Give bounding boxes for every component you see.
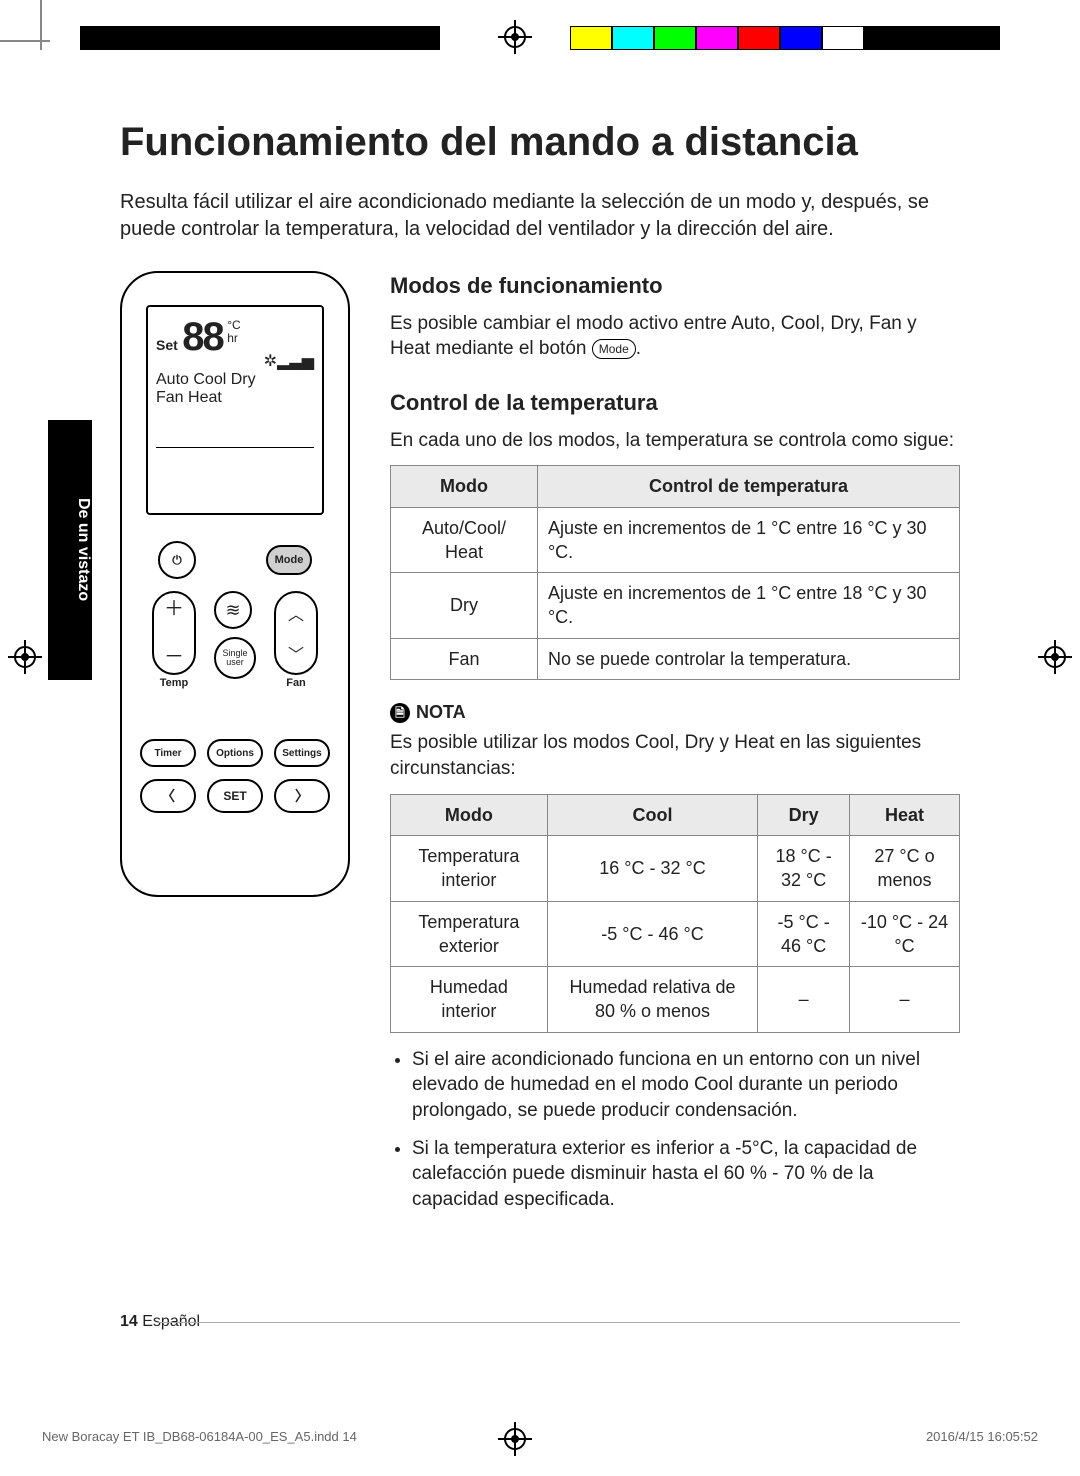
indd-filename: New Boracay ET IB_DB68-06184A-00_ES_A5.i…	[42, 1429, 357, 1444]
mode-pill-icon: Mode	[592, 339, 636, 359]
note-item: Si el aire acondicionado funciona en un …	[412, 1047, 960, 1124]
register-mark-bottom	[498, 1422, 532, 1456]
nav-left-button[interactable]: 〈	[140, 779, 196, 813]
lcd-modes-2: Fan Heat	[156, 389, 314, 407]
nota-heading: 🗎NOTA	[390, 700, 960, 724]
t1-h1: Control de temperatura	[537, 466, 959, 507]
fan-rocker[interactable]: ︿ ﹀	[274, 591, 318, 675]
remote-lcd: Set 88 °Chr ✲▂▃▅ Auto Cool Dry Fan Heat	[146, 305, 324, 515]
print-color-bar	[0, 26, 1080, 60]
page-body: Funcionamiento del mando a distancia Res…	[120, 120, 960, 1376]
lcd-digits: 88	[182, 317, 223, 357]
timer-button[interactable]: Timer	[140, 739, 196, 767]
mode-button[interactable]: Mode	[266, 545, 312, 575]
crop-line	[40, 0, 42, 50]
set-button[interactable]: SET	[207, 779, 263, 813]
lcd-set-label: Set	[156, 337, 178, 353]
note-item: Si la temperatura exterior es inferior a…	[412, 1136, 960, 1213]
remote-diagram: Set 88 °Chr ✲▂▃▅ Auto Cool Dry Fan Heat …	[120, 271, 350, 897]
crop-line	[0, 40, 50, 42]
register-mark-top	[498, 20, 532, 54]
settings-button[interactable]: Settings	[274, 739, 330, 767]
lcd-modes-1: Auto Cool Dry	[156, 371, 314, 389]
intro-paragraph: Resulta fácil utilizar el aire acondicio…	[120, 189, 960, 243]
notes-list: Si el aire acondicionado funciona en un …	[412, 1047, 960, 1213]
temp-label: Temp	[152, 677, 196, 689]
modes-text: Es posible cambiar el modo activo entre …	[390, 311, 960, 362]
nota-text: Es posible utilizar los modos Cool, Dry …	[390, 730, 960, 781]
t1-h0: Modo	[391, 466, 538, 507]
temp-rocker[interactable]: ＋ －	[152, 591, 196, 675]
nav-right-button[interactable]: 〉	[274, 779, 330, 813]
register-mark-right	[1038, 640, 1072, 674]
modes-heading: Modos de funcionamiento	[390, 271, 960, 301]
page-title: Funcionamiento del mando a distancia	[120, 120, 960, 165]
temp-text: En cada uno de los modos, la temperatura…	[390, 428, 960, 454]
conditions-table: Modo Cool Dry Heat Temperatura interior …	[390, 794, 960, 1033]
single-user-button[interactable]: Single user	[214, 637, 256, 679]
lcd-units: °Chr	[227, 319, 240, 345]
temp-heading: Control de la temperatura	[390, 388, 960, 418]
fan-label: Fan	[274, 677, 318, 689]
page-rule	[158, 1322, 960, 1323]
power-button[interactable]: ⏻	[158, 541, 196, 579]
fan-icon: ✲▂▃▅	[156, 351, 314, 371]
temp-control-table: Modo Control de temperatura Auto/Cool/ H…	[390, 465, 960, 680]
note-icon: 🗎	[390, 703, 410, 723]
section-tab: De un vistazo	[48, 420, 92, 680]
timestamp: 2016/4/15 16:05:52	[926, 1429, 1038, 1444]
swing-button[interactable]: ≋	[214, 591, 252, 629]
register-mark-left	[8, 640, 42, 674]
options-button[interactable]: Options	[207, 739, 263, 767]
